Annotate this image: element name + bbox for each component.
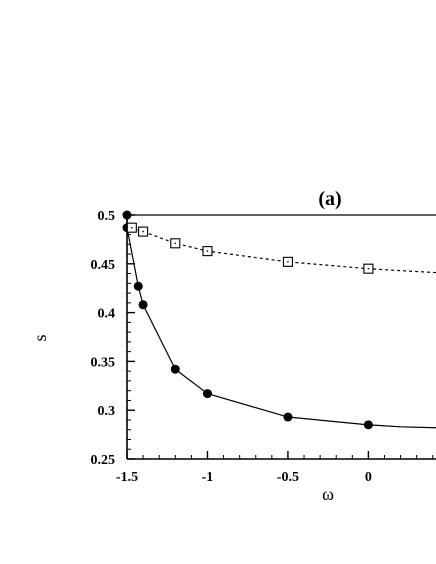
x-tick-label: -1.5 [116,470,138,485]
plot-area: -1.5 -1 -0.5 0 0.25 0.3 0.35 0.4 0.45 0.5 [91,209,436,485]
series-layer [122,210,436,430]
series-1-point [170,364,180,374]
x-tick-label: -1 [202,470,214,485]
series-2-point-dot [367,267,370,270]
y-ticks: 0.25 0.3 0.35 0.4 0.45 0.5 [91,209,135,468]
series-1-point [138,300,148,310]
y-tick-label: 0.45 [91,258,116,273]
y-tick-label: 0.4 [98,307,116,322]
series-2-point-dot [131,226,133,229]
series-1-line [126,215,436,429]
x-axis-label: ω [322,484,334,504]
y-tick-label: 0.35 [91,355,116,370]
x-tick-label: 0 [365,470,372,485]
series-1-point [122,210,132,220]
series-2-point-dot [174,242,177,245]
series-2-point-dot [142,230,144,233]
series-2-point-dot [206,250,209,252]
x-ticks: -1.5 -1 -0.5 0 [116,451,434,485]
x-tick-label: -0.5 [277,470,299,485]
y-tick-label: 0.25 [91,453,116,468]
series-2-point-dot [287,261,289,263]
series-1-point [133,281,143,291]
y-tick-label: 0.5 [98,209,116,224]
y-axis-label: s [30,334,50,341]
series-1-point [363,420,373,430]
panel-label: (a) [318,188,341,210]
series-1-point [202,389,212,399]
y-tick-label: 0.3 [98,404,116,419]
series-1-point [283,412,293,422]
